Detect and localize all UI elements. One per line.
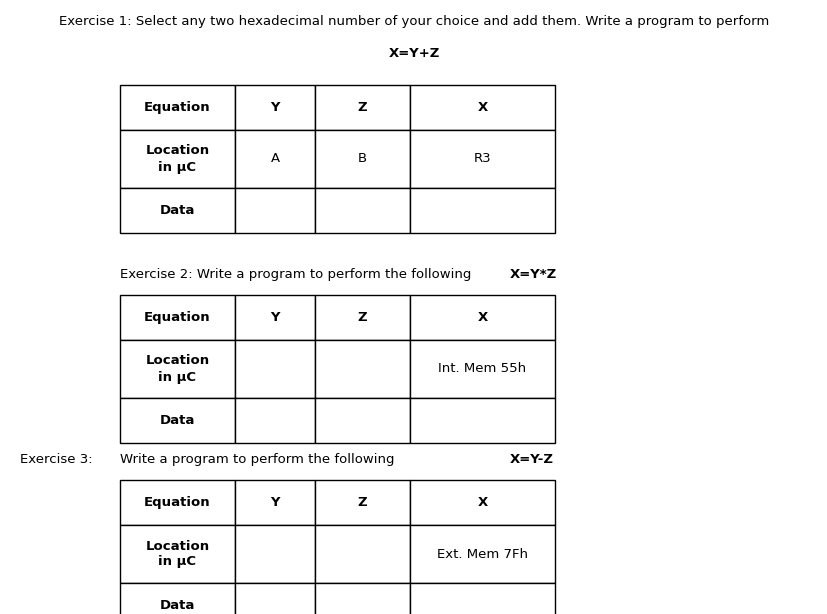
Bar [235, 340, 314, 398]
Bar [409, 583, 554, 614]
Bar [235, 85, 314, 130]
Bar [409, 295, 554, 340]
Bar [314, 525, 409, 583]
Text: Equation: Equation [144, 101, 211, 114]
Text: X=Y+Z: X=Y+Z [388, 47, 439, 60]
Text: Location
in μC: Location in μC [146, 540, 209, 569]
Bar [409, 130, 554, 188]
Text: Data: Data [160, 414, 195, 427]
Bar [235, 480, 314, 525]
Bar [235, 188, 314, 233]
Text: Data: Data [160, 599, 195, 612]
Text: Int. Mem 55h: Int. Mem 55h [438, 362, 526, 376]
Text: R3: R3 [473, 152, 490, 166]
Text: Data: Data [160, 204, 195, 217]
Bar [314, 340, 409, 398]
Bar [120, 340, 235, 398]
Bar [314, 130, 409, 188]
Bar [409, 340, 554, 398]
Bar [120, 295, 235, 340]
Bar [235, 583, 314, 614]
Text: Z: Z [357, 311, 367, 324]
Bar [314, 480, 409, 525]
Text: A: A [270, 152, 280, 166]
Bar [314, 398, 409, 443]
Bar [314, 295, 409, 340]
Bar [120, 398, 235, 443]
Text: Equation: Equation [144, 311, 211, 324]
Bar [120, 85, 235, 130]
Bar [314, 85, 409, 130]
Bar [314, 188, 409, 233]
Bar [120, 188, 235, 233]
Text: Location
in μC: Location in μC [146, 354, 209, 384]
Bar [409, 480, 554, 525]
Bar [235, 130, 314, 188]
Text: Exercise 3:: Exercise 3: [20, 453, 93, 466]
Text: Y: Y [270, 101, 280, 114]
Text: X: X [477, 311, 487, 324]
Bar [235, 398, 314, 443]
Text: X=Y-Z: X=Y-Z [509, 453, 553, 466]
Text: Exercise 2: Write a program to perform the following: Exercise 2: Write a program to perform t… [120, 268, 471, 281]
Bar [120, 480, 235, 525]
Bar [409, 398, 554, 443]
Bar [120, 525, 235, 583]
Text: Location
in μC: Location in μC [146, 144, 209, 174]
Bar [235, 295, 314, 340]
Text: Ext. Mem 7Fh: Ext. Mem 7Fh [437, 548, 528, 561]
Text: X: X [477, 496, 487, 509]
Text: Exercise 1: Select any two hexadecimal number of your choice and add them. Write: Exercise 1: Select any two hexadecimal n… [59, 15, 768, 28]
Text: Y: Y [270, 496, 280, 509]
Bar [314, 583, 409, 614]
Bar [409, 188, 554, 233]
Text: Y: Y [270, 311, 280, 324]
Text: Equation: Equation [144, 496, 211, 509]
Text: Write a program to perform the following: Write a program to perform the following [120, 453, 394, 466]
Bar [409, 85, 554, 130]
Bar [235, 525, 314, 583]
Bar [120, 130, 235, 188]
Text: X=Y*Z: X=Y*Z [509, 268, 557, 281]
Bar [409, 525, 554, 583]
Text: X: X [477, 101, 487, 114]
Bar [120, 583, 235, 614]
Text: B: B [357, 152, 366, 166]
Text: Z: Z [357, 496, 367, 509]
Text: Z: Z [357, 101, 367, 114]
